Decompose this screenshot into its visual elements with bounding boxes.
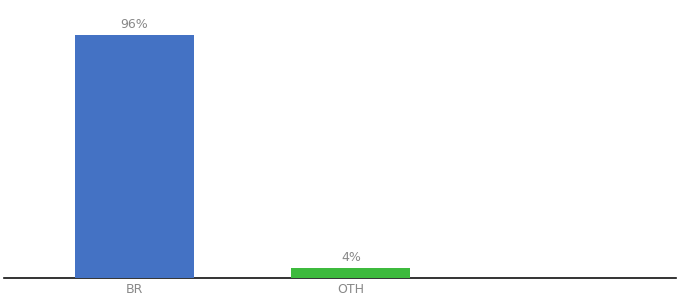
Bar: [75, 34, 194, 278]
Text: 96%: 96%: [120, 18, 148, 31]
Bar: [291, 268, 411, 278]
Text: 4%: 4%: [341, 251, 361, 264]
